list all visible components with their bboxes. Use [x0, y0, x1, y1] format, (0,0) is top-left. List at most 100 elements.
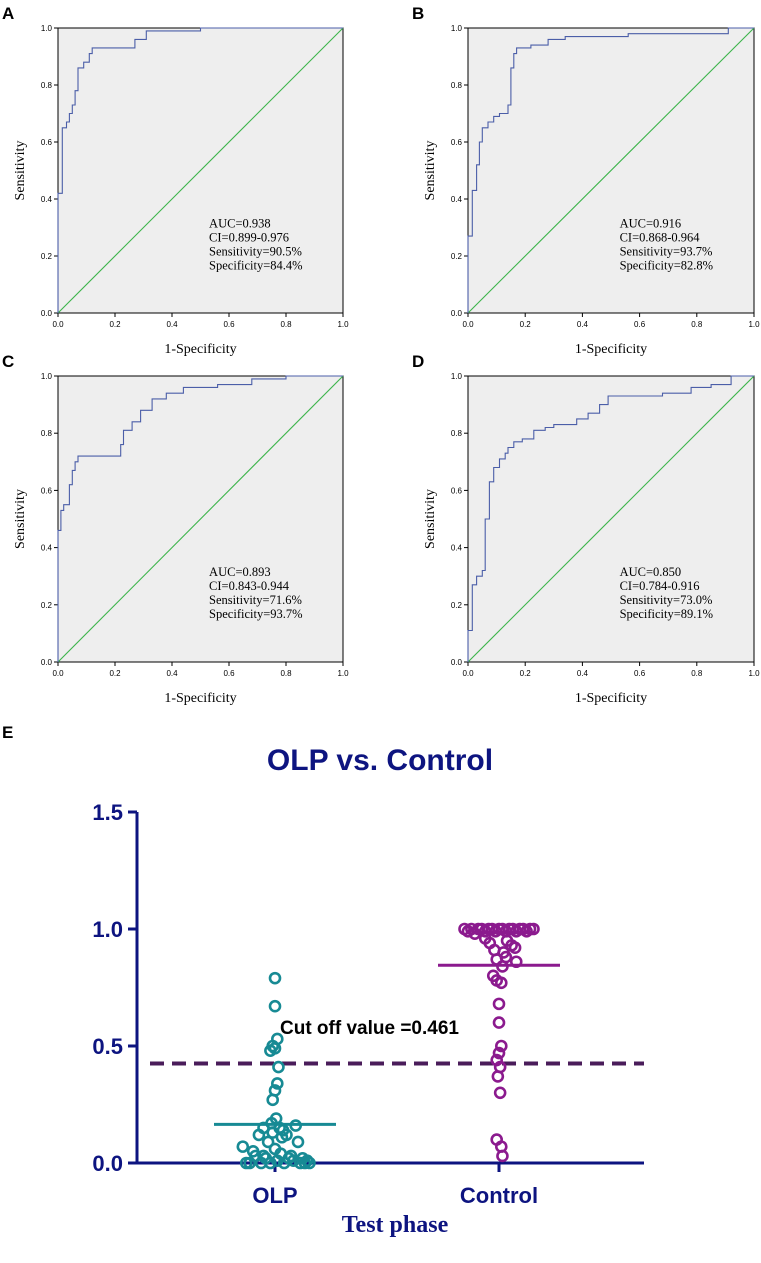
data-point [270, 1032, 284, 1046]
data-point [257, 1149, 270, 1163]
y-axis-label: Sensitivity [423, 141, 438, 201]
data-point [492, 1046, 506, 1060]
data-point [264, 1156, 277, 1170]
roc-curve [57, 375, 343, 662]
data-point [527, 922, 540, 936]
stats-line: AUC=0.916 [620, 217, 682, 231]
panel-label: C [2, 352, 14, 371]
series-control [438, 922, 560, 1163]
y-tick-label: 0.6 [451, 138, 463, 147]
roc-panel-d: D 0.0 0.0 0.2 0.2 0.4 0.4 0.6 0.6 0.8 0.8 1.0 1.0 AUC… [412, 352, 760, 706]
x-tick-label: 0.8 [280, 669, 292, 678]
x-tick-label: 0.4 [577, 669, 589, 678]
panel-label: A [2, 4, 14, 23]
x-tick-label: 0.8 [280, 320, 292, 329]
y-tick-label: 0.6 [41, 486, 53, 495]
data-point [492, 1016, 506, 1029]
stats-line: CI=0.784-0.916 [620, 579, 700, 593]
x-tick-label: 0.8 [691, 320, 703, 329]
x-tick-label: 0.0 [52, 669, 64, 678]
y-tick-label: 1.0 [41, 24, 53, 33]
reference-diagonal [467, 375, 755, 663]
y-tick-label: 0.2 [451, 601, 463, 610]
x-tick-label: 1.0 [337, 320, 349, 329]
y-tick-label: 0.2 [451, 252, 463, 261]
y-tick-label: 1.5 [92, 800, 123, 825]
stats-line: Sensitivity=90.5% [209, 245, 302, 259]
roc-panel-b: B 0.0 0.0 0.2 0.2 0.4 0.4 0.6 0.6 0.8 0.8 1.0 1.0 AUC… [412, 4, 760, 357]
x-tick-label: 1.0 [748, 669, 760, 678]
y-tick-label: 0.0 [41, 658, 53, 667]
y-tick-label: 0.0 [92, 1151, 123, 1176]
data-point [291, 1135, 305, 1149]
stats-line: AUC=0.850 [620, 565, 682, 579]
x-tick-label: 0.6 [634, 669, 646, 678]
stats-line: AUC=0.938 [209, 217, 271, 231]
y-tick-label: 0.0 [451, 309, 463, 318]
panel-label: B [412, 4, 424, 23]
x-tick-label: 0.6 [634, 320, 646, 329]
y-tick-label: 1.0 [92, 917, 123, 942]
x-tick-label: 0.2 [520, 669, 532, 678]
data-point [303, 1156, 316, 1170]
y-tick-label: 0.6 [451, 486, 463, 495]
x-tick-label: 0.6 [223, 669, 235, 678]
x-tick-label: 0.8 [691, 669, 703, 678]
reference-diagonal [57, 27, 344, 314]
stats-line: Specificity=82.8% [620, 259, 714, 273]
x-axis-label: 1-Specificity [164, 691, 236, 706]
y-tick-label: 0.6 [41, 138, 53, 147]
y-tick-label: 0.5 [92, 1034, 123, 1059]
y-tick-label: 0.4 [41, 195, 53, 204]
data-point [272, 1060, 285, 1074]
x-tick-label: 0.0 [52, 320, 64, 329]
y-tick-label: 0.8 [41, 429, 53, 438]
x-axis-label: 1-Specificity [575, 691, 647, 706]
y-tick-label: 0.4 [451, 195, 463, 204]
reference-diagonal [57, 375, 344, 663]
y-tick-label: 0.4 [451, 544, 463, 553]
x-tick-label: 0.2 [109, 320, 121, 329]
x-tick-label: 0.2 [520, 320, 532, 329]
x-tick-label: 0.0 [462, 669, 474, 678]
panel-label: E [2, 723, 13, 742]
data-point [494, 976, 508, 990]
data-point [508, 941, 522, 955]
x-tick-label: 0.2 [109, 669, 121, 678]
y-tick-label: 0.8 [41, 81, 53, 90]
stats-line: Specificity=93.7% [209, 607, 302, 621]
y-tick-label: 1.0 [41, 372, 53, 381]
y-tick-label: 1.0 [451, 24, 463, 33]
x-tick-label: 0.6 [223, 320, 235, 329]
stats-line: Sensitivity=71.6% [209, 593, 302, 607]
data-point [236, 1140, 250, 1153]
x-tick-label: 0.4 [166, 320, 178, 329]
data-point [494, 1039, 508, 1053]
stats-line: CI=0.868-0.964 [620, 231, 701, 245]
x-tick-label: 0.4 [166, 669, 178, 678]
data-point [493, 1086, 507, 1100]
x-axis-label: 1-Specificity [575, 342, 647, 357]
data-point [298, 1156, 312, 1170]
panel-label: D [412, 352, 424, 371]
y-tick-label: 0.2 [41, 252, 53, 261]
x-axis-label: 1-Specificity [164, 342, 236, 357]
data-point [300, 1154, 314, 1167]
roc-curve [57, 27, 343, 313]
roc-curve [467, 27, 754, 313]
stats-line: Sensitivity=73.0% [620, 593, 713, 607]
cutoff-label: Cut off value =0.461 [280, 1018, 459, 1039]
chart-title: OLP vs. Control [267, 744, 493, 777]
scatter-panel-e: E OLP vs. Control 0.0 0.5 1.0 1.5 OLP Control Te… [2, 723, 644, 1238]
data-point [491, 1070, 505, 1083]
stats-line: CI=0.843-0.944 [209, 579, 290, 593]
y-axis-label: Sensitivity [423, 489, 438, 549]
y-axis-label: Sensitivity [13, 141, 28, 201]
data-point [266, 1093, 280, 1107]
stats-line: CI=0.899-0.976 [209, 231, 289, 245]
data-point [268, 971, 282, 985]
x-category-label: OLP [252, 1183, 297, 1208]
x-tick-label: 0.0 [462, 320, 474, 329]
roc-panel-c: C 0.0 0.0 0.2 0.2 0.4 0.4 0.6 0.6 0.8 0.8 1.0 1.0 AUC… [2, 352, 349, 706]
